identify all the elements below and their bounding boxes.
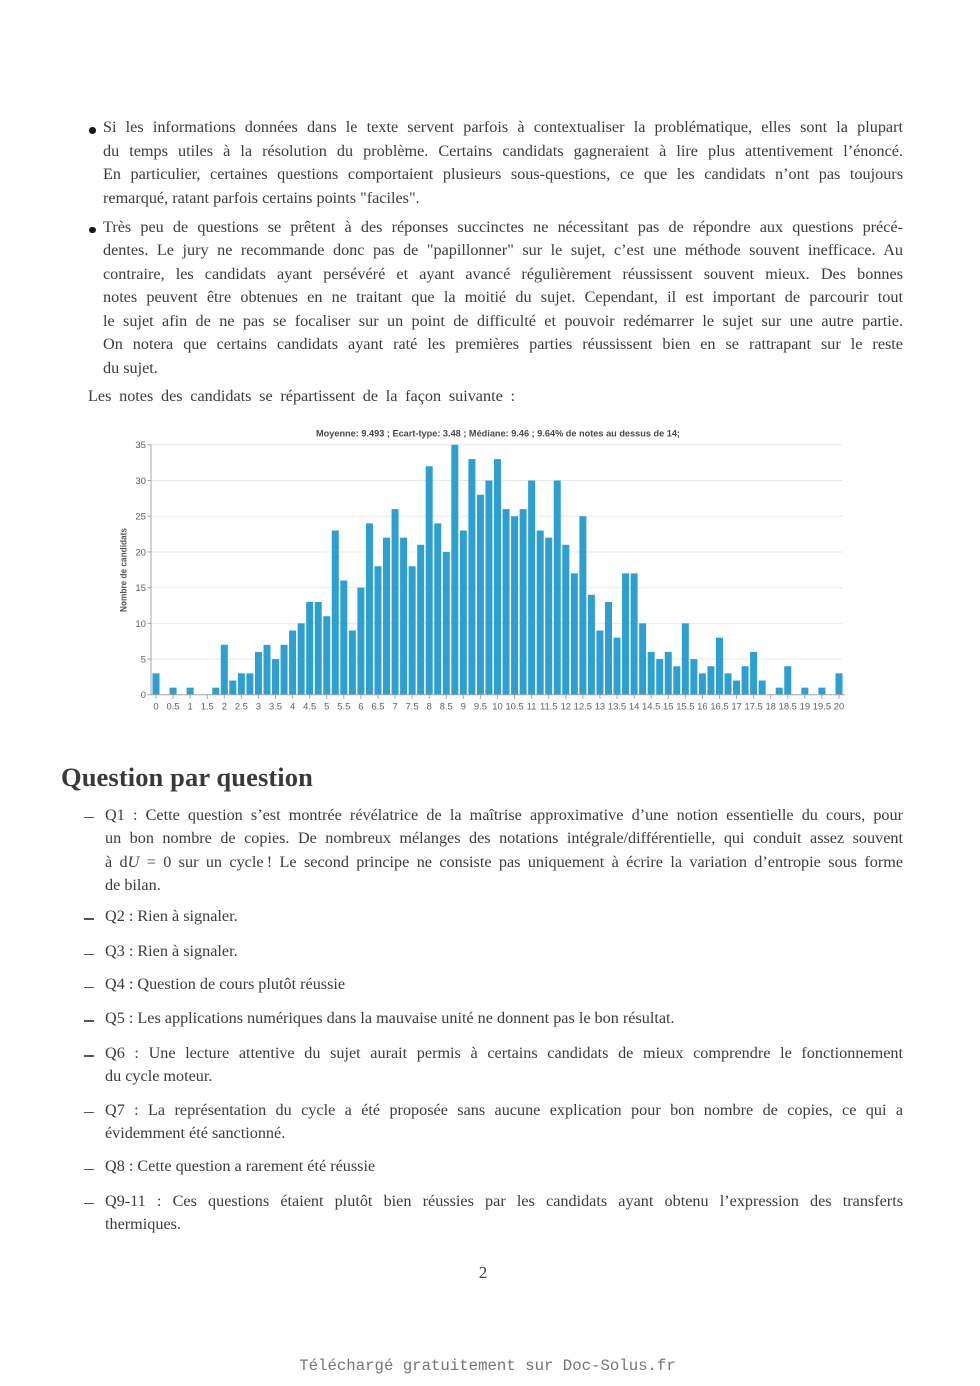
svg-text:19.5: 19.5 — [813, 700, 831, 711]
svg-text:10.5: 10.5 — [505, 700, 523, 711]
svg-text:30: 30 — [135, 476, 146, 487]
svg-text:Nombre de candidats: Nombre de candidats — [119, 528, 129, 612]
svg-text:7: 7 — [392, 700, 397, 711]
svg-text:25: 25 — [135, 512, 146, 523]
svg-text:2: 2 — [222, 700, 227, 711]
svg-text:20: 20 — [834, 700, 844, 711]
svg-text:3.5: 3.5 — [269, 700, 282, 711]
svg-text:7.5: 7.5 — [406, 700, 419, 711]
svg-text:20: 20 — [135, 547, 146, 558]
svg-text:5.5: 5.5 — [337, 700, 350, 711]
svg-text:0.5: 0.5 — [167, 700, 180, 711]
svg-text:16.5: 16.5 — [710, 700, 728, 711]
svg-text:4: 4 — [290, 700, 295, 711]
svg-text:17: 17 — [731, 700, 741, 711]
svg-text:0: 0 — [141, 690, 146, 701]
svg-text:5: 5 — [324, 700, 329, 711]
svg-text:1.5: 1.5 — [201, 700, 214, 711]
svg-text:16: 16 — [697, 700, 707, 711]
svg-text:12: 12 — [561, 700, 571, 711]
svg-text:15.5: 15.5 — [676, 700, 694, 711]
svg-text:14: 14 — [629, 700, 639, 711]
svg-text:4.5: 4.5 — [303, 700, 316, 711]
svg-text:15: 15 — [663, 700, 673, 711]
svg-text:35: 35 — [135, 440, 146, 451]
svg-text:5: 5 — [141, 654, 146, 665]
svg-text:17.5: 17.5 — [744, 700, 762, 711]
svg-text:18.5: 18.5 — [779, 700, 797, 711]
svg-text:13: 13 — [595, 700, 605, 711]
svg-text:9.5: 9.5 — [474, 700, 487, 711]
svg-text:6: 6 — [358, 700, 363, 711]
svg-text:0: 0 — [153, 700, 158, 711]
svg-text:14.5: 14.5 — [642, 700, 660, 711]
svg-text:12.5: 12.5 — [574, 700, 592, 711]
svg-text:10: 10 — [135, 619, 146, 630]
svg-text:11.5: 11.5 — [540, 700, 558, 711]
svg-text:11: 11 — [527, 700, 537, 711]
svg-text:3: 3 — [256, 700, 261, 711]
svg-text:8: 8 — [427, 700, 432, 711]
svg-text:6.5: 6.5 — [371, 700, 384, 711]
svg-text:Moyenne: 9.493 ; Ecart-type: 3: Moyenne: 9.493 ; Ecart-type: 3.48 ; Médi… — [316, 428, 680, 439]
svg-text:9: 9 — [461, 700, 466, 711]
svg-text:2.5: 2.5 — [235, 700, 248, 711]
svg-text:13.5: 13.5 — [608, 700, 626, 711]
svg-text:15: 15 — [135, 583, 146, 594]
svg-text:8.5: 8.5 — [440, 700, 453, 711]
svg-text:10: 10 — [492, 700, 502, 711]
svg-text:18: 18 — [765, 700, 775, 711]
svg-text:1: 1 — [188, 700, 193, 711]
svg-text:19: 19 — [800, 700, 810, 711]
